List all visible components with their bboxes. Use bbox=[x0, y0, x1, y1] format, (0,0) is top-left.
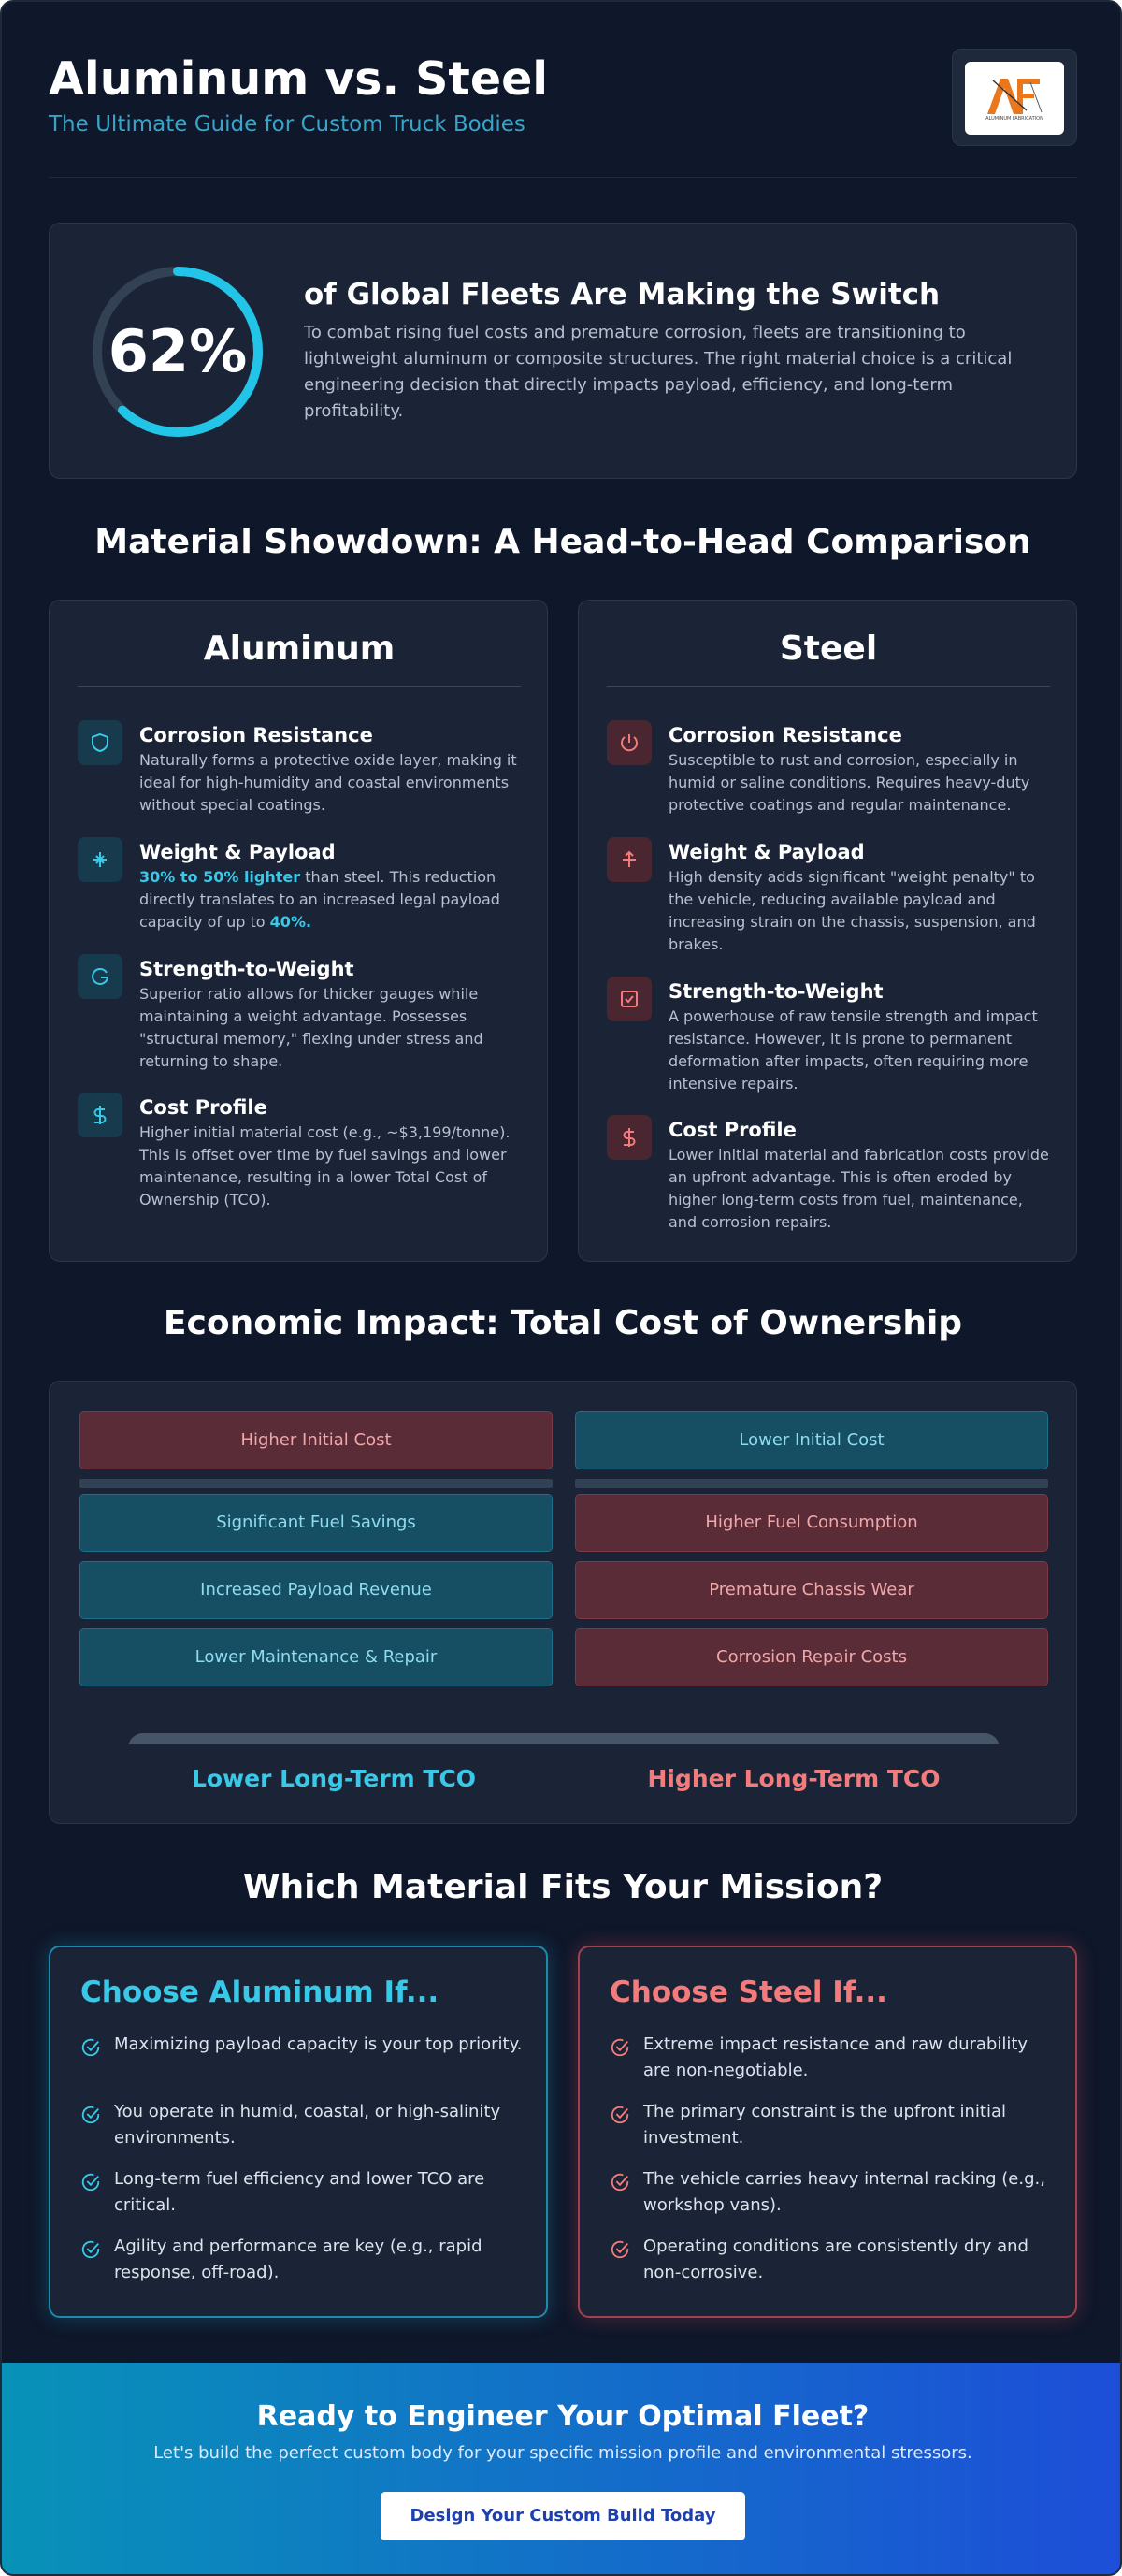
feature-text-body: than steel. This reduction directly tran… bbox=[139, 868, 500, 931]
feature-title: Cost Profile bbox=[139, 1096, 267, 1119]
feature-text: Naturally forms a protective oxide layer… bbox=[139, 751, 517, 814]
feature-title: Weight & Payload bbox=[669, 841, 865, 863]
feature-title: Strength-to-Weight bbox=[139, 958, 354, 980]
design-custom-build-button[interactable]: Design Your Custom Build Today bbox=[381, 2492, 745, 2540]
tco-aluminum-initial: Higher Initial Cost bbox=[79, 1411, 553, 1469]
stat-headline: of Global Fleets Are Making the Switch bbox=[304, 278, 941, 311]
cta-banner: Ready to Engineer Your Optimal Fleet? Le… bbox=[2, 2363, 1120, 2574]
shield-icon bbox=[78, 720, 122, 765]
feature-text: High density adds significant "weight pe… bbox=[669, 868, 1036, 953]
feature-title: Corrosion Resistance bbox=[139, 724, 373, 746]
check-circle-icon bbox=[611, 2240, 629, 2259]
check-circle-icon bbox=[611, 2038, 629, 2057]
list-item-text: Extreme impact resistance and raw durabi… bbox=[643, 2034, 1028, 2080]
mission-title: Which Material Fits Your Mission? bbox=[242, 1868, 884, 1906]
feature-text: 30% to 50% lighter than steel. This redu… bbox=[139, 866, 521, 933]
dollar-icon bbox=[78, 1093, 122, 1137]
highlight-lighter: 30% to 50% lighter bbox=[139, 868, 301, 886]
steel-mission-card: Choose Steel If... Extreme impact resist… bbox=[578, 1946, 1077, 2318]
tco-steel-item: Premature Chassis Wear bbox=[575, 1561, 1048, 1619]
feature-title: Corrosion Resistance bbox=[669, 724, 902, 746]
dollar-icon bbox=[607, 1115, 652, 1160]
check-circle-icon bbox=[81, 2106, 100, 2124]
tco-steel-item: Higher Fuel Consumption bbox=[575, 1494, 1048, 1552]
progress-ring bbox=[93, 267, 263, 437]
tco-steel-item: Corrosion Repair Costs bbox=[575, 1628, 1048, 1686]
list-item-text: Long-term fuel efficiency and lower TCO … bbox=[114, 2169, 485, 2215]
stat-card: 62% of Global Fleets Are Making the Swit… bbox=[49, 223, 1077, 479]
aluminum-card: Aluminum Corrosion Resistance Naturally … bbox=[49, 600, 548, 1262]
check-circle-icon bbox=[81, 2173, 100, 2192]
logo-caption: ALUMINUM FABRICATION bbox=[985, 116, 1043, 122]
feature-title: Weight & Payload bbox=[139, 841, 336, 863]
tco-aluminum-result: Lower Long-Term TCO bbox=[191, 1765, 477, 1792]
list-item-text: Agility and performance are key (e.g., r… bbox=[114, 2236, 482, 2282]
check-circle-icon bbox=[611, 2106, 629, 2124]
showdown-title: Material Showdown: A Head-to-Head Compar… bbox=[94, 523, 1031, 561]
stat-percent: 62% bbox=[108, 317, 248, 385]
list-item-text: You operate in humid, coastal, or high-s… bbox=[114, 2102, 501, 2148]
highlight-payload: 40%. bbox=[269, 913, 312, 931]
logo: ALUMINUM FABRICATION bbox=[952, 49, 1077, 146]
aluminum-card-title: Aluminum bbox=[78, 621, 521, 687]
page-subtitle: The Ultimate Guide for Custom Truck Bodi… bbox=[49, 112, 525, 137]
header: Aluminum vs. Steel The Ultimate Guide fo… bbox=[49, 49, 1077, 178]
list-item-text: Maximizing payload capacity is your top … bbox=[114, 2034, 523, 2054]
feature-text: Lower initial material and fabrication c… bbox=[669, 1146, 1049, 1231]
tco-steel-result: Higher Long-Term TCO bbox=[647, 1765, 941, 1792]
logo-image: ALUMINUM FABRICATION bbox=[965, 62, 1064, 135]
tco-aluminum-item: Increased Payload Revenue bbox=[79, 1561, 553, 1619]
aluminum-mission-card: Choose Aluminum If... Maximizing payload… bbox=[49, 1946, 548, 2318]
feature-text: Susceptible to rust and corrosion, espec… bbox=[669, 751, 1030, 814]
feature-text: Higher initial material cost (e.g., ~$3,… bbox=[139, 1123, 511, 1208]
cta-title: Ready to Engineer Your Optimal Fleet? bbox=[256, 2400, 870, 2433]
check-circle-icon bbox=[611, 2173, 629, 2192]
steel-card: Steel Corrosion Resistance Susceptible t… bbox=[578, 600, 1077, 1262]
feather-icon bbox=[78, 837, 122, 882]
feature-text: A powerhouse of raw tensile strength and… bbox=[669, 1007, 1038, 1093]
tco-divider bbox=[575, 1479, 1048, 1488]
cta-subtitle: Let's build the perfect custom body for … bbox=[153, 2443, 972, 2463]
list-item-text: The primary constraint is the upfront in… bbox=[643, 2102, 1006, 2148]
feature-title: Cost Profile bbox=[669, 1119, 797, 1141]
flex-icon bbox=[78, 954, 122, 999]
weight-icon bbox=[607, 837, 652, 882]
tco-steel-initial: Lower Initial Cost bbox=[575, 1411, 1048, 1469]
check-circle-icon bbox=[81, 2038, 100, 2057]
tco-title: Economic Impact: Total Cost of Ownership bbox=[163, 1304, 963, 1342]
page-title: Aluminum vs. Steel bbox=[49, 52, 549, 106]
feature-title: Strength-to-Weight bbox=[669, 980, 884, 1003]
aluminum-mission-title: Choose Aluminum If... bbox=[80, 1975, 439, 2009]
check-square-icon bbox=[607, 977, 652, 1021]
list-item-text: The vehicle carries heavy internal racki… bbox=[643, 2169, 1045, 2215]
stat-body: To combat rising fuel costs and prematur… bbox=[304, 323, 1013, 421]
check-circle-icon bbox=[81, 2240, 100, 2259]
tco-divider bbox=[79, 1479, 553, 1488]
tco-balance-cover bbox=[126, 1744, 1001, 1756]
progress-ring-arc bbox=[93, 267, 263, 437]
steel-mission-title: Choose Steel If... bbox=[610, 1975, 887, 2009]
feature-text: Superior ratio allows for thicker gauges… bbox=[139, 985, 483, 1070]
tco-aluminum-item: Significant Fuel Savings bbox=[79, 1494, 553, 1552]
tco-aluminum-item: Lower Maintenance & Repair bbox=[79, 1628, 553, 1686]
tco-panel: Higher Initial Cost Lower Initial Cost S… bbox=[49, 1381, 1077, 1824]
steel-card-title: Steel bbox=[607, 621, 1050, 687]
power-icon bbox=[607, 720, 652, 765]
list-item-text: Operating conditions are consistently dr… bbox=[643, 2236, 1028, 2282]
